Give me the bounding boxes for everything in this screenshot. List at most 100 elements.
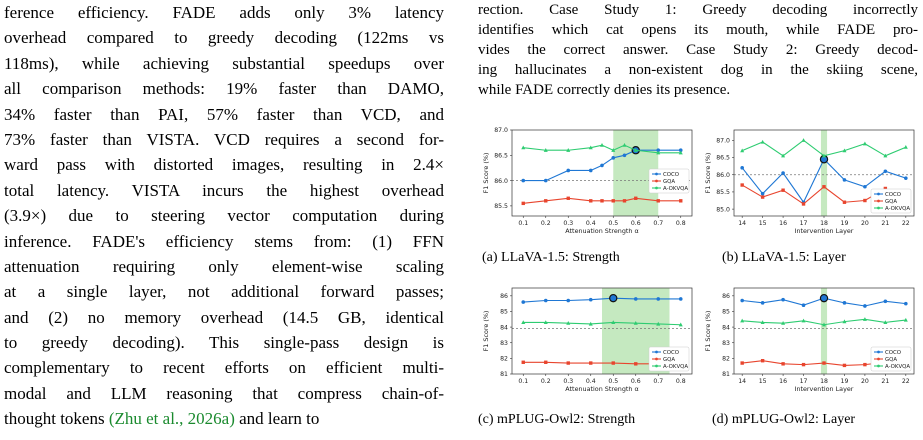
- series-line-coco: [523, 297, 681, 303]
- series-line-a-okvqa: [523, 321, 681, 326]
- data-point-gqa: [566, 196, 570, 200]
- data-point-gqa: [521, 360, 525, 364]
- data-point-a-okvqa: [883, 320, 888, 324]
- x-tick-label: 17: [800, 378, 808, 385]
- x-tick-label: 0.2: [541, 220, 551, 227]
- chart-b: 85.0 85.5 86.0 86.5 87.0 14 15 16 17 18 19 20 21 22 In…: [704, 129, 915, 235]
- series-line-coco: [523, 149, 681, 182]
- x-tick-label: 16: [779, 220, 787, 227]
- data-point-a-okvqa: [622, 142, 627, 147]
- legend-box: [648, 346, 690, 372]
- x-axis-label: Attenuation Strength α: [565, 227, 638, 235]
- legend-label: A-OKVQA: [663, 364, 688, 370]
- data-point-a-okvqa: [903, 145, 908, 149]
- y-tick-label: 84: [500, 324, 508, 331]
- data-point-a-okvqa: [656, 321, 661, 326]
- data-point-gqa: [679, 199, 683, 203]
- data-point-coco: [566, 168, 571, 173]
- data-point-coco: [904, 301, 908, 306]
- text-line: ference efficiency. FADE adds only 3% la…: [4, 3, 444, 22]
- data-point-coco: [883, 299, 888, 304]
- data-point-coco: [656, 148, 661, 153]
- data-point-a-okvqa: [781, 320, 786, 325]
- x-tick-label: 0.4: [586, 220, 596, 227]
- caption-line: ing hallucinates a non-existent dog in t…: [478, 62, 918, 78]
- x-axis-label: Intervention Layer: [795, 227, 854, 235]
- citation-link[interactable]: (Zhu et al., 2026a): [108, 409, 235, 429]
- data-point-a-okvqa: [633, 320, 638, 325]
- x-tick-label: 0.2: [541, 378, 551, 385]
- data-point-gqa: [781, 362, 785, 366]
- data-point-gqa: [883, 186, 888, 191]
- data-point-a-okvqa: [862, 141, 867, 146]
- legend-marker: [655, 357, 658, 361]
- legend-label: GQA: [885, 357, 897, 363]
- data-point-gqa: [589, 361, 593, 365]
- data-point-coco: [740, 166, 744, 170]
- figure-caption: rection. Case Study 1: Greedy decoding i…: [478, 0, 918, 100]
- data-point-coco: [863, 304, 867, 308]
- data-point-gqa: [544, 360, 548, 364]
- y-tick-label: 86: [722, 293, 730, 300]
- y-tick-label: 81: [722, 371, 730, 378]
- data-point-gqa: [842, 363, 847, 368]
- chart-panel-d: 81 82 83 84 85 86 14 15 16 17 18 19 20 21 22 Interventi…: [700, 282, 920, 402]
- data-point-gqa: [611, 199, 615, 203]
- x-tick-label: 19: [841, 220, 849, 227]
- legend-box: [870, 346, 912, 372]
- y-axis-label: F1 Score (%): [704, 311, 712, 352]
- text-line: to greedy decoding). This single-pass de…: [4, 333, 444, 353]
- text-line: 73% faster than VISTA. VCD requires a se…: [4, 129, 444, 149]
- data-point-a-okvqa: [801, 318, 806, 323]
- data-point-a-okvqa: [543, 320, 548, 324]
- data-point-gqa: [634, 362, 638, 366]
- legend-label: COCO: [663, 172, 679, 178]
- x-tick-label: 0.5: [608, 220, 618, 227]
- x-tick-label: 0.6: [631, 220, 641, 227]
- x-tick-label: 21: [881, 378, 889, 385]
- data-point-gqa: [760, 195, 765, 199]
- legend-marker: [655, 172, 658, 176]
- x-tick-label: 0.5: [608, 378, 618, 385]
- chart-d: 81 82 83 84 85 86 14 15 16 17 18 19 20 21 22 Interventi…: [704, 287, 915, 393]
- legend-marker: [655, 186, 658, 190]
- sub-caption-b: (b) LLaVA-1.5: Layer: [722, 250, 846, 265]
- y-tick-label: 85: [722, 309, 730, 316]
- legend-label: GQA: [663, 357, 675, 363]
- data-point-gqa: [544, 199, 548, 203]
- x-tick-label: 0.7: [653, 220, 663, 227]
- chart-panel-c: 81 82 83 84 85 86 0.1 0.2 0.3 0.4 0.5 0.6 0.7 0.8 Atte…: [478, 282, 698, 402]
- data-point-coco: [781, 297, 785, 302]
- text-line: (3.9×) due to steering vector computatio…: [4, 206, 444, 226]
- data-point-a-okvqa: [611, 148, 616, 152]
- data-point-a-okvqa: [862, 317, 867, 321]
- caption-line: identifies which cat opens its mouth, wh…: [478, 22, 918, 38]
- data-point-coco: [521, 300, 526, 304]
- y-tick-label: 86.5: [716, 155, 730, 162]
- series-line-gqa: [523, 197, 681, 204]
- data-point-a-okvqa: [678, 150, 683, 155]
- text-line-with-citation: thought tokens (Zhu et al., 2026a) and l…: [4, 406, 444, 431]
- data-point-coco: [904, 176, 908, 180]
- text-fragment: and learn to: [239, 409, 320, 429]
- data-point-gqa: [566, 361, 570, 365]
- body-text-column: ference efficiency. FADE adds only 3% la…: [4, 0, 444, 432]
- x-tick-label: 0.7: [653, 378, 663, 385]
- data-point-coco: [622, 153, 627, 158]
- data-point-coco: [521, 178, 526, 183]
- data-point-gqa: [801, 362, 806, 367]
- x-tick-label: 15: [759, 378, 767, 385]
- x-tick-label: 0.6: [631, 378, 641, 385]
- caption-line: vides the correct answer. Case Study 2: …: [478, 42, 918, 58]
- x-tick-label: 17: [800, 220, 808, 227]
- y-axis-label: F1 Score (%): [482, 153, 490, 194]
- chart-panel-a: 85.5 86.0 86.5 87.0 0.1 0.2 0.3 0.4 0.5 0.6 0.7 0.8…: [478, 124, 698, 244]
- x-tick-label: 0.8: [676, 378, 686, 385]
- x-tick-label: 15: [759, 220, 767, 227]
- data-point-a-okvqa: [566, 320, 571, 325]
- chart-panel-b: 85.0 85.5 86.0 86.5 87.0 14 15 16 17 18 19 20 21 22 In…: [700, 124, 920, 244]
- data-point-coco: [588, 168, 593, 173]
- data-point-gqa: [822, 185, 826, 189]
- data-point-a-okvqa: [543, 148, 548, 152]
- x-tick-label: 22: [902, 220, 910, 227]
